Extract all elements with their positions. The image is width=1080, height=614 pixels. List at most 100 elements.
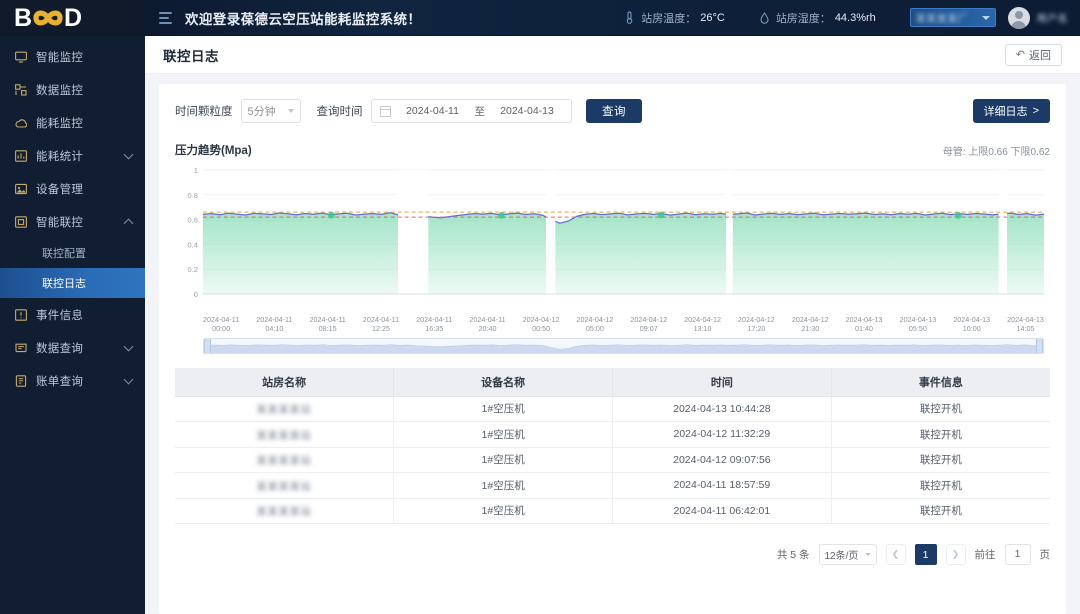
chevron-down-icon [864,553,871,556]
granularity-label: 时间颗粒度 [175,106,233,118]
cell-time: 2024-04-11 18:57:59 [612,472,832,499]
cell-station-name: 某某某某站 [175,447,395,473]
sidebar-item-smart-monitor[interactable]: 智能监控 [0,40,145,73]
sidebar-item-label: 设备管理 [36,183,84,196]
sidebar-item-bill-query[interactable]: 账单查询 [0,364,145,397]
svg-text:D: D [64,5,82,31]
station-temperature: 站房温度： 26°C [624,10,725,26]
sidebar-item-label: 事件信息 [36,309,84,322]
back-button[interactable]: ↶ 返回 [1004,43,1062,66]
table-row[interactable]: 某某某某站 1#空压机 2024-04-12 11:32:29 联控开机 [175,421,1050,448]
site-selector-value: 某某某某厂 [915,14,969,25]
sidebar-item-data-monitor[interactable]: 数据监控 [0,73,145,106]
cell-event-info: 联控开机 [831,421,1050,448]
site-selector-dropdown[interactable]: 某某某某厂 [909,8,996,27]
sidebar-item-energy-stats[interactable]: 能耗统计 [0,139,145,172]
granularity-value: 5分钟 [247,106,276,118]
chevron-right-icon: > [1032,105,1039,117]
x-axis-tick-label: 2024-04-13 01:40 [845,315,883,333]
cell-device-name: 1#空压机 [393,498,613,524]
zoom-handle-left[interactable] [204,339,211,353]
svg-text:0: 0 [194,290,198,299]
x-axis-tick-label: 2024-04-13 10:00 [953,315,991,333]
page-header: 联控日志 ↶ 返回 [145,36,1080,74]
sidebar-item-data-query[interactable]: 数据查询 [0,331,145,364]
cell-event-info: 联控开机 [831,396,1050,422]
sidebar-subitem-link-config[interactable]: 联控配置 [0,238,145,268]
sidebar-item-label: 数据监控 [36,84,84,97]
header-right-group: 站房温度： 26°C 站房湿度： 44.3%rh 某某某某厂 [624,0,1080,35]
user-avatar-icon [1007,6,1030,29]
pagination-prev-button[interactable]: ❮ [885,544,906,565]
cell-event-info: 联控开机 [831,447,1050,473]
cell-time: 2024-04-12 11:32:29 [612,421,832,448]
cell-time: 2024-04-13 10:44:28 [612,396,832,422]
x-axis-tick-label: 2024-04-12 13:10 [684,315,721,333]
pagination-jump-input[interactable]: 1 [1004,544,1031,565]
logo-area: B D [0,0,145,36]
col-event-info: 事件信息 [831,368,1050,397]
page-size-select[interactable]: 12条/页 [818,544,877,565]
sidebar-item-label: 能耗统计 [36,150,84,163]
pagination-jump-suffix: 页 [1039,549,1051,561]
content-wrapper: 时间颗粒度 5分钟 查询时间 2024-04-11 至 2024-04-13 [145,74,1080,614]
user-profile[interactable]: 用户名 [1007,6,1068,29]
x-axis-tick-label: 2024-04-11 20:40 [469,315,506,333]
granularity-select[interactable]: 5分钟 [240,99,301,123]
x-axis-tick-label: 2024-04-12 00:50 [522,315,560,333]
sidebar-item-energy-monitor[interactable]: 能耗监控 [0,106,145,139]
page-title: 联控日志 [163,48,219,64]
page-size-value: 12条/页 [824,551,859,562]
filter-toolbar: 时间颗粒度 5分钟 查询时间 2024-04-11 至 2024-04-13 [175,98,1050,124]
cell-station-name: 某某某某站 [175,498,395,524]
station-humidity: 站房湿度： 44.3%rh [759,10,876,26]
device-icon [14,182,27,195]
date-range-picker[interactable]: 2024-04-11 至 2024-04-13 [370,99,572,123]
table-row[interactable]: 某某某某站 1#空压机 2024-04-12 09:07:56 联控开机 [175,447,1050,473]
pagination: 共 5 条 12条/页 ❮ 1 ❯ 前往 1 页 [175,544,1050,565]
query-icon [14,341,27,354]
cell-device-name: 1#空压机 [393,421,613,448]
chart-limit-note: 母管: 上限0.66 下限0.62 [942,147,1050,158]
sidebar-item-event-info[interactable]: 事件信息 [0,298,145,331]
sidebar-item-smart-link-control[interactable]: 智能联控 [0,205,145,238]
log-table: 站房名称 设备名称 时间 事件信息 某某某某站 1#空压机 2024-04-13 1… [175,368,1050,524]
sidebar-item-device-management[interactable]: 设备管理 [0,172,145,205]
query-button[interactable]: 查询 [586,99,642,123]
link-control-icon [14,215,27,228]
sidebar-subitem-label: 联控配置 [42,248,86,260]
x-axis-tick-label: 2024-04-12 21:30 [791,315,829,333]
sidebar-subitem-link-log[interactable]: 联控日志 [0,268,145,298]
pagination-page-1[interactable]: 1 [914,544,937,565]
x-axis-tick-label: 2024-04-13 14:05 [1007,315,1044,333]
table-row[interactable]: 某某某某站 1#空压机 2024-04-11 06:42:01 联控开机 [175,498,1050,524]
thermometer-icon [624,11,635,24]
query-time-label: 查询时间 [316,106,363,118]
chevron-down-icon [981,15,990,20]
date-end-value: 2024-04-13 [500,105,554,117]
svg-text:0.4: 0.4 [188,240,198,249]
col-time: 时间 [612,368,832,397]
pagination-next-button[interactable]: ❯ [945,544,966,565]
table-body: 某某某某站 1#空压机 2024-04-13 10:44:28 联控开机 某某某某站 1#… [175,396,1050,524]
energy-icon [14,116,27,129]
x-axis-tick-label: 2024-04-11 00:00 [203,315,240,333]
zoom-preview-chart [205,344,1042,353]
chart-zoom-slider[interactable] [203,338,1044,354]
cell-device-name: 1#空压机 [393,396,613,422]
detail-log-button[interactable]: 详细日志 > [972,99,1050,123]
hamburger-icon[interactable] [159,11,173,25]
chevron-down-icon [123,374,134,384]
station-temperature-label: 站房温度： [641,12,697,25]
sidebar-item-label: 智能监控 [36,51,84,64]
cell-device-name: 1#空压机 [393,447,613,473]
table-row[interactable]: 某某某某站 1#空压机 2024-04-13 10:44:28 联控开机 [175,396,1050,422]
pagination-jump-label: 前往 [974,549,996,561]
cell-station-name: 某某某某站 [175,421,395,448]
table-row[interactable]: 某某某某站 1#空压机 2024-04-11 18:57:59 联控开机 [175,472,1050,499]
zoom-handle-right[interactable] [1036,339,1043,353]
x-axis-tick-label: 2024-04-12 05:00 [576,315,614,333]
svg-text:1: 1 [194,166,198,175]
sidebar-nav: 智能监控 数据监控 能耗监控 能耗统计 [0,36,145,614]
